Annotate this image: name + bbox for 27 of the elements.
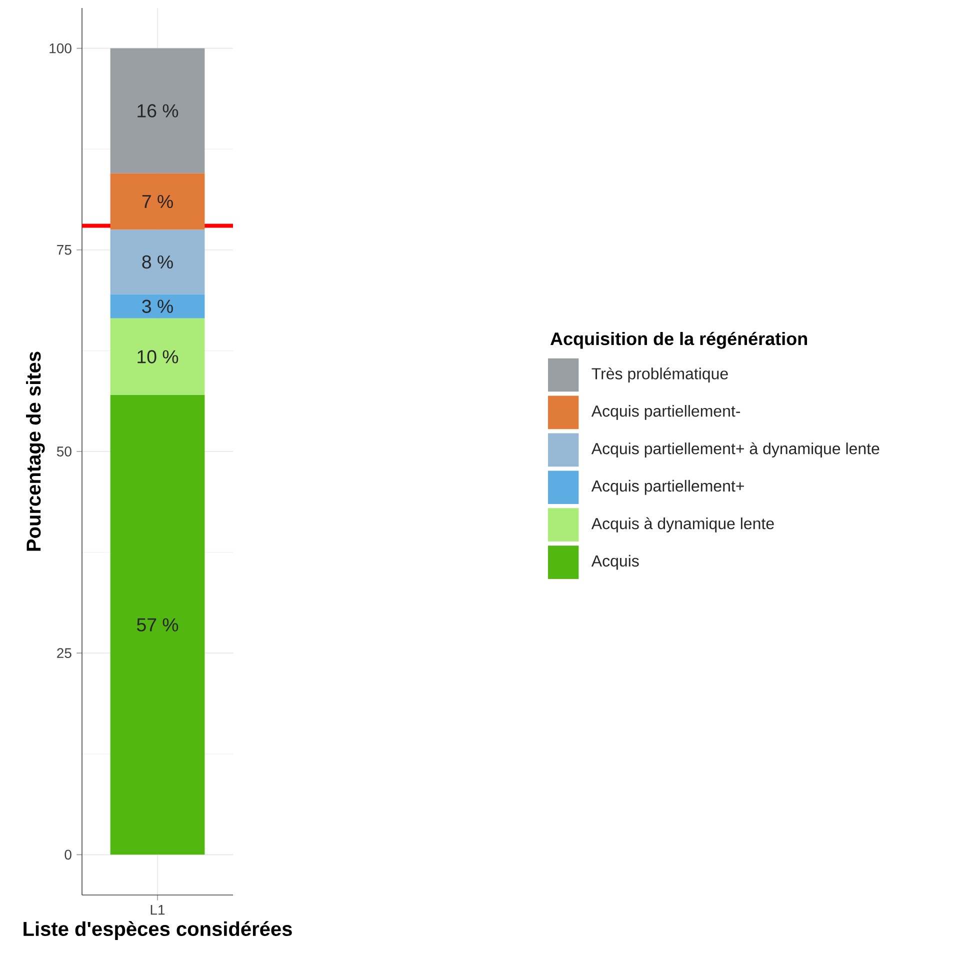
- x-tick-label: L1: [150, 905, 165, 915]
- data-label: 16 %: [138, 104, 178, 118]
- bar: [110, 318, 205, 396]
- data-label: 8 %: [142, 255, 173, 269]
- x-axis-title: Liste d'espèces considérées: [24, 921, 292, 940]
- y-axis-title: Pourcentage de sites: [26, 352, 45, 551]
- data-label: 7 %: [142, 194, 173, 208]
- y-tick-label: 100: [50, 43, 72, 54]
- legend-label: Très problématique: [592, 367, 728, 383]
- data-label: 10 %: [138, 350, 178, 364]
- legend-label: Acquis partiellement+: [591, 480, 744, 495]
- bar: [110, 173, 205, 230]
- bar: [110, 395, 205, 855]
- bar: [110, 48, 205, 174]
- y-tick-label: 0: [64, 850, 72, 860]
- y-tick-label: 50: [56, 446, 72, 456]
- y-tick-label: 25: [57, 648, 72, 658]
- data-label: 3 %: [142, 300, 173, 313]
- legend-label: Acquis partiellement-: [591, 405, 740, 420]
- bar: [110, 230, 205, 294]
- legend-label: Acquis à dynamique lente: [591, 517, 774, 532]
- legend-label: Acquis partiellement+ à dynamique lente: [591, 442, 880, 458]
- y-tick-label: 75: [57, 245, 72, 255]
- legend-title: Acquisition de la régénération: [550, 332, 807, 349]
- data-label: 57 %: [136, 618, 178, 632]
- bar: [110, 294, 205, 318]
- legend-label: Acquis: [591, 554, 639, 570]
